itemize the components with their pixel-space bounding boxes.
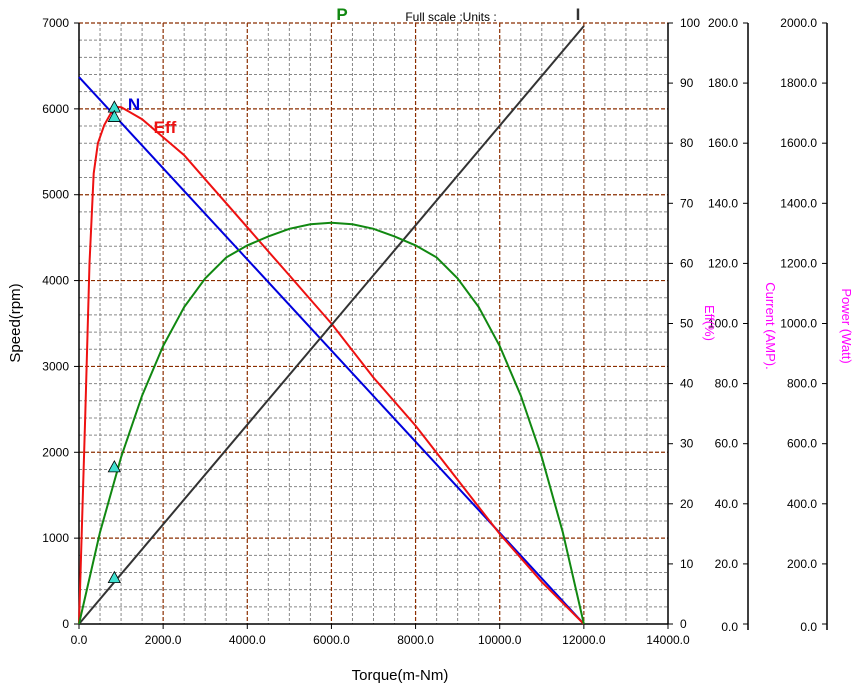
x-tick-label: 8000.0 (397, 633, 434, 647)
operating-point-marker (107, 570, 122, 584)
secondary-tick-label: 0.0 (721, 620, 738, 634)
operating-point-marker (107, 460, 122, 473)
secondary-tick-label: 100 (680, 16, 700, 30)
secondary-tick-label: 1800.0 (780, 76, 817, 90)
axes: 0.0 2000.0 4000.0 6000.0 8000.0 10000.0 12000.… (42, 16, 828, 647)
secondary-tick-label: 40 (680, 377, 694, 391)
current-axis-title: Current (AMP). (763, 282, 778, 369)
series-line-i (78, 25, 585, 625)
secondary-tick-label: 2000.0 (780, 16, 817, 30)
secondary-tick-label: 140.0 (708, 196, 738, 210)
minor-grid (79, 23, 668, 624)
eff-axis-title: Eff(%) (702, 305, 717, 341)
x-tick-label: 12000.0 (562, 633, 606, 647)
secondary-tick-label: 180.0 (708, 76, 738, 90)
y-tick-label: 2000 (42, 445, 69, 459)
secondary-tick-label: 30 (680, 437, 694, 451)
series-layer (78, 25, 585, 625)
secondary-tick-label: 40.0 (715, 497, 739, 511)
secondary-tick-label: 1000.0 (780, 317, 817, 331)
secondary-tick-label: 400.0 (787, 497, 817, 511)
labels-layer: N Eff P I (128, 5, 581, 137)
secondary-tick-label: 1400.0 (780, 196, 817, 210)
y-tick-label: 7000 (42, 16, 69, 30)
y-tick-label: 1000 (42, 531, 69, 545)
chart-header-text: Full scale ;Units : (405, 10, 496, 24)
curve-label-p: P (336, 5, 347, 24)
secondary-tick-label: 20.0 (715, 557, 739, 571)
secondary-tick-label: 60 (680, 256, 694, 270)
y-tick-label: 4000 (42, 274, 69, 288)
secondary-tick-label: 70 (680, 196, 694, 210)
secondary-tick-label: 800.0 (787, 377, 817, 391)
secondary-tick-label: 160.0 (708, 136, 738, 150)
secondary-tick-label: 50 (680, 317, 694, 331)
secondary-tick-label: 10 (680, 557, 694, 571)
x-tick-label: 10000.0 (478, 633, 522, 647)
y-tick-label: 3000 (42, 359, 69, 373)
secondary-tick-label: 1200.0 (780, 256, 817, 270)
x-axis-title: Torque(m-Nm) (352, 667, 449, 684)
secondary-tick-label: 1600.0 (780, 136, 817, 150)
y-axis-title: Speed(rpm) (7, 283, 24, 362)
x-tick-label: 4000.0 (229, 633, 266, 647)
curve-label-n: N (128, 95, 140, 114)
operating-point-marker (107, 109, 122, 122)
x-tick-label: 0.0 (71, 633, 88, 647)
secondary-tick-label: 120.0 (708, 256, 738, 270)
secondary-tick-label: 200.0 (787, 557, 817, 571)
x-tick-label: 14000.0 (646, 633, 690, 647)
y-tick-label: 0 (62, 617, 69, 631)
curve-label-i: I (576, 5, 581, 24)
secondary-tick-label: 80 (680, 136, 694, 150)
x-tick-label: 6000.0 (313, 633, 350, 647)
major-grid (79, 22, 668, 624)
secondary-tick-label: 90 (680, 76, 694, 90)
x-tick-label: 2000.0 (145, 633, 182, 647)
y-tick-label: 6000 (42, 102, 69, 116)
y-tick-label: 5000 (42, 188, 69, 202)
secondary-tick-label: 80.0 (715, 377, 739, 391)
markers-layer (107, 100, 122, 584)
secondary-tick-label: 600.0 (787, 437, 817, 451)
series-line-eff (78, 106, 585, 625)
series-line-p (78, 221, 585, 625)
secondary-tick-label: 60.0 (715, 437, 739, 451)
secondary-tick-label: 100.0 (708, 317, 738, 331)
power-axis-title: Power (Watt) (839, 288, 854, 363)
secondary-tick-label: 200.0 (708, 16, 738, 30)
curve-label-eff: Eff (154, 118, 177, 137)
secondary-tick-label: 20 (680, 497, 694, 511)
secondary-tick-label: 0 (680, 617, 687, 631)
secondary-tick-label: 0.0 (800, 620, 817, 634)
